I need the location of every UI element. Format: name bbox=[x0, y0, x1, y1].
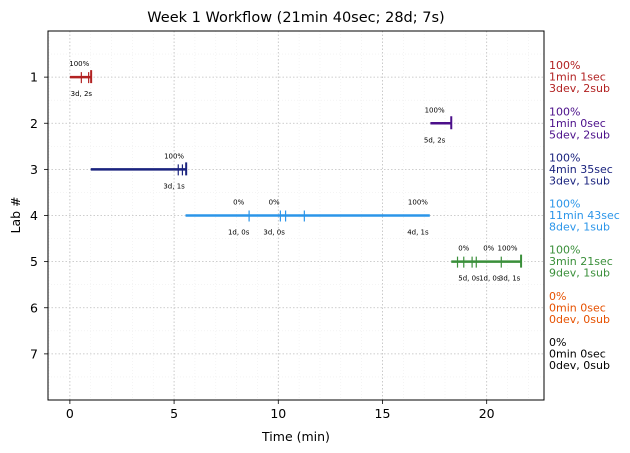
lab-5-percent-label: 100% bbox=[498, 245, 518, 253]
x-tick-label: 10 bbox=[270, 406, 286, 421]
lab-3-summary-line: 100% bbox=[549, 151, 580, 164]
lab-4-summary-line: 11min 43sec bbox=[549, 209, 620, 222]
lab-4-percent-label: 0% bbox=[233, 199, 244, 207]
lab-2-group: 100% 5d, 2s bbox=[424, 106, 453, 144]
x-axis: 0 5 10 15 20 bbox=[66, 400, 495, 421]
y-axis-label: Lab # bbox=[8, 196, 23, 233]
lab-6-summary-line: 0dev, 0sub bbox=[549, 313, 610, 326]
lab-4-detail-label: 3d, 0s bbox=[263, 229, 285, 237]
lab-6-summary-line: 0% bbox=[549, 290, 566, 303]
lab-1-detail-label: 3d, 2s bbox=[71, 90, 93, 98]
lab-1-summary-line: 1min 1sec bbox=[549, 71, 606, 84]
lab-4-summary-line: 8dev, 1sub bbox=[549, 221, 610, 234]
lab-4-detail-label: 1d, 0s bbox=[228, 229, 250, 237]
lab-3-group: 100% 3d, 1s bbox=[90, 152, 188, 190]
x-axis-label: Time (min) bbox=[261, 429, 330, 444]
lab-2-summary-line: 100% bbox=[549, 105, 580, 118]
y-tick-label: 3 bbox=[30, 162, 38, 177]
lab-7-summary-line: 0dev, 0sub bbox=[549, 359, 610, 372]
lab-3-detail-label: 3d, 1s bbox=[163, 182, 185, 190]
x-tick-label: 5 bbox=[170, 406, 178, 421]
lab-4-percent-label: 100% bbox=[408, 199, 428, 207]
y-tick-label: 2 bbox=[30, 116, 38, 131]
lab-5-percent-label: 0% bbox=[458, 245, 469, 253]
y-tick-label: 7 bbox=[30, 346, 38, 361]
lab-2-percent-label: 100% bbox=[425, 106, 445, 114]
x-tick-label: 0 bbox=[66, 406, 74, 421]
lab-4-detail-label: 4d, 1s bbox=[407, 229, 429, 237]
lab-5-percent-label: 0% bbox=[483, 245, 494, 253]
lab-4-percent-label: 0% bbox=[269, 199, 280, 207]
y-tick-label: 6 bbox=[30, 300, 38, 315]
chart-title: Week 1 Workflow (21min 40sec; 28d; 7s) bbox=[147, 10, 444, 26]
lab-2-summary-line: 5dev, 2sub bbox=[549, 128, 610, 141]
lab-5-detail-label: 3d, 1s bbox=[499, 275, 521, 283]
lab-1-summary-line: 100% bbox=[549, 59, 580, 72]
lab-4-group: 0% 0% 100% 1d, 0s 3d, 0s 4d, 1s bbox=[185, 199, 430, 237]
lab-3-percent-label: 100% bbox=[164, 152, 184, 160]
lab-7-summary-line: 0% bbox=[549, 336, 566, 349]
y-tick-label: 4 bbox=[30, 208, 38, 223]
lab-6-summary-line: 0min 0sec bbox=[549, 301, 606, 314]
y-axis: 1 2 3 4 5 6 7 bbox=[30, 70, 48, 361]
y-tick-label: 5 bbox=[30, 254, 38, 269]
lab-1-summary-line: 3dev, 2sub bbox=[549, 82, 610, 95]
lab-2-summary-line: 1min 0sec bbox=[549, 117, 606, 130]
lab-5-summary-line: 100% bbox=[549, 244, 580, 257]
lab-5-detail-label: 1d, 0s bbox=[479, 275, 501, 283]
lab-5-detail-label: 5d, 0s bbox=[458, 275, 480, 283]
lab-2-detail-label: 5d, 2s bbox=[424, 136, 446, 144]
lab-bars: 100% 3d, 2s 100% 5d, 2s 100% 3d, 1s 0% 0% 100% 1d… bbox=[69, 60, 523, 283]
lab-1-group: 100% 3d, 2s bbox=[69, 60, 92, 98]
lab-7-summary-line: 0min 0sec bbox=[549, 347, 606, 360]
lab-1-percent-label: 100% bbox=[69, 60, 89, 68]
x-tick-label: 15 bbox=[375, 406, 391, 421]
y-tick-label: 1 bbox=[30, 70, 38, 85]
lab-3-summary-line: 3dev, 1sub bbox=[549, 174, 610, 187]
x-tick-label: 20 bbox=[479, 406, 495, 421]
lab-5-summary-line: 9dev, 1sub bbox=[549, 267, 610, 280]
lab-3-summary-line: 4min 35sec bbox=[549, 163, 613, 176]
lab-5-summary-line: 3min 21sec bbox=[549, 255, 613, 268]
lab-4-summary-line: 100% bbox=[549, 198, 580, 211]
